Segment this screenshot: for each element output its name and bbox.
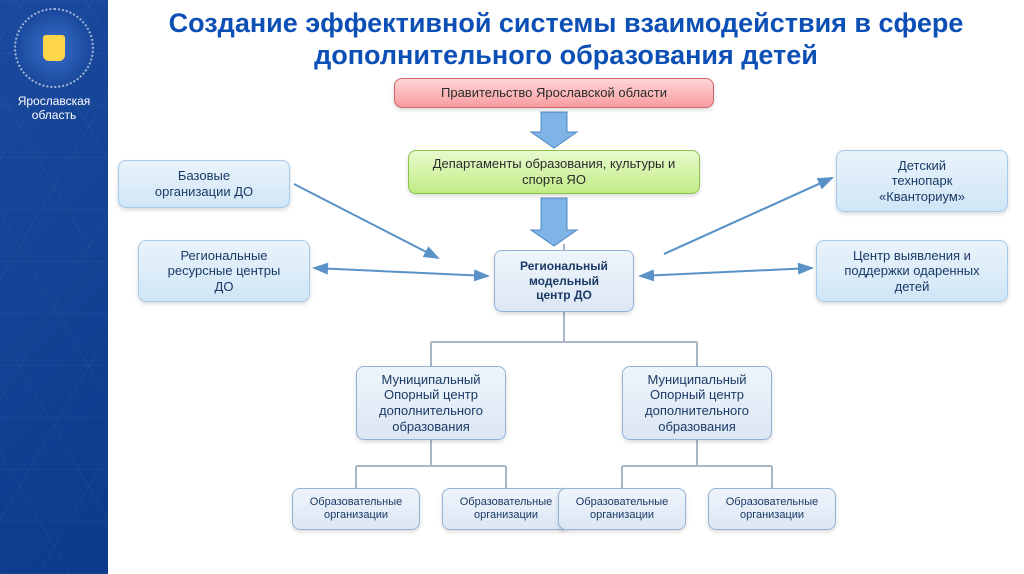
node-org4: Образовательные организации [708,488,836,530]
node-org3: Образовательные организации [558,488,686,530]
sidebar: Ярославская область [0,0,108,574]
node-techno: Детский технопарк «Кванториум» [836,150,1008,212]
node-org2: Образовательные организации [442,488,570,530]
node-dept: Департаменты образования, культуры и спо… [408,150,700,194]
node-reg_res: Региональные ресурсные центры ДО [138,240,310,302]
page-title: Создание эффективной системы взаимодейст… [108,0,1024,76]
region-logo [14,8,94,88]
region-label: Ярославская область [0,94,108,123]
flowchart: Правительство Ярославской области Департа… [108,78,1024,574]
node-model: Региональный модельный центр ДО [494,250,634,312]
node-org1: Образовательные организации [292,488,420,530]
node-mun1: Муниципальный Опорный центр дополнительн… [356,366,506,440]
main-area: Создание эффективной системы взаимодейст… [108,0,1024,574]
node-base: Базовые организации ДО [118,160,290,208]
node-talent: Центр выявления и поддержки одаренных де… [816,240,1008,302]
node-gov: Правительство Ярославской области [394,78,714,108]
node-mun2: Муниципальный Опорный центр дополнительн… [622,366,772,440]
